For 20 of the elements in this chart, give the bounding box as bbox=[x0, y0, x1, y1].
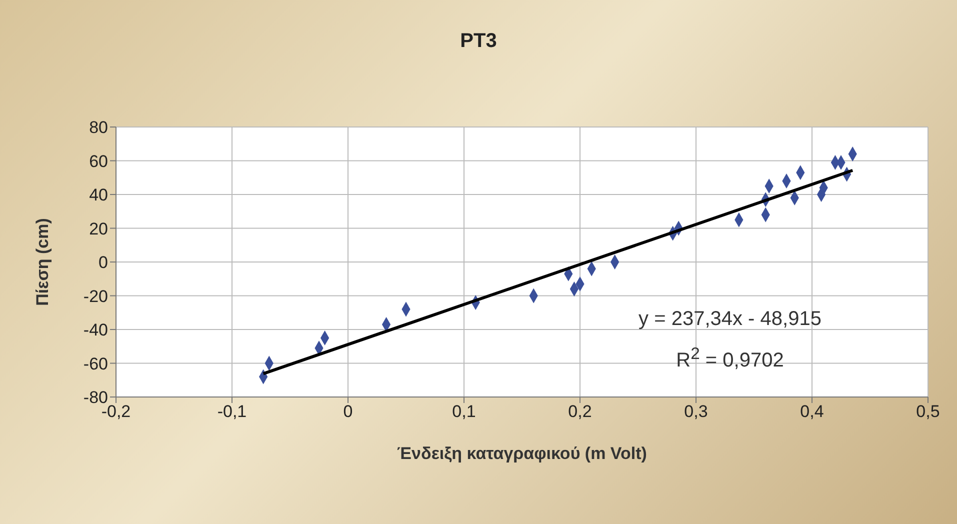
y-tick-label: 0 bbox=[98, 253, 108, 272]
y-tick-label: -20 bbox=[83, 286, 108, 306]
annotation: R$^{2}$ = 0,9702 bbox=[675, 344, 785, 373]
y-axis-title: Πίεση (cm) bbox=[33, 218, 52, 306]
x-tick-label: -0,1 bbox=[217, 402, 247, 422]
x-tick-label: 0 bbox=[343, 402, 353, 422]
x-tick-label: 0,2 bbox=[568, 402, 592, 422]
x-tick-label: 0,4 bbox=[800, 402, 824, 422]
x-tick-label: 0,5 bbox=[916, 402, 940, 422]
y-tick-label: 60 bbox=[89, 152, 108, 171]
x-tick-label: 0,1 bbox=[452, 402, 476, 422]
chart-title: PT3 bbox=[459, 30, 498, 53]
y-tick-label: 80 bbox=[89, 118, 108, 138]
annotation: y = 237,34x - 48,915 bbox=[638, 308, 822, 331]
y-tick-label: -40 bbox=[83, 320, 108, 340]
y-tick-label: 40 bbox=[89, 186, 108, 205]
x-tick-label: 0,3 bbox=[684, 402, 708, 422]
x-axis-title: Ένδειξη καταγραφικού (m Volt) bbox=[397, 444, 647, 463]
y-tick-label: 20 bbox=[89, 219, 108, 238]
y-tick-label: -60 bbox=[83, 354, 108, 374]
